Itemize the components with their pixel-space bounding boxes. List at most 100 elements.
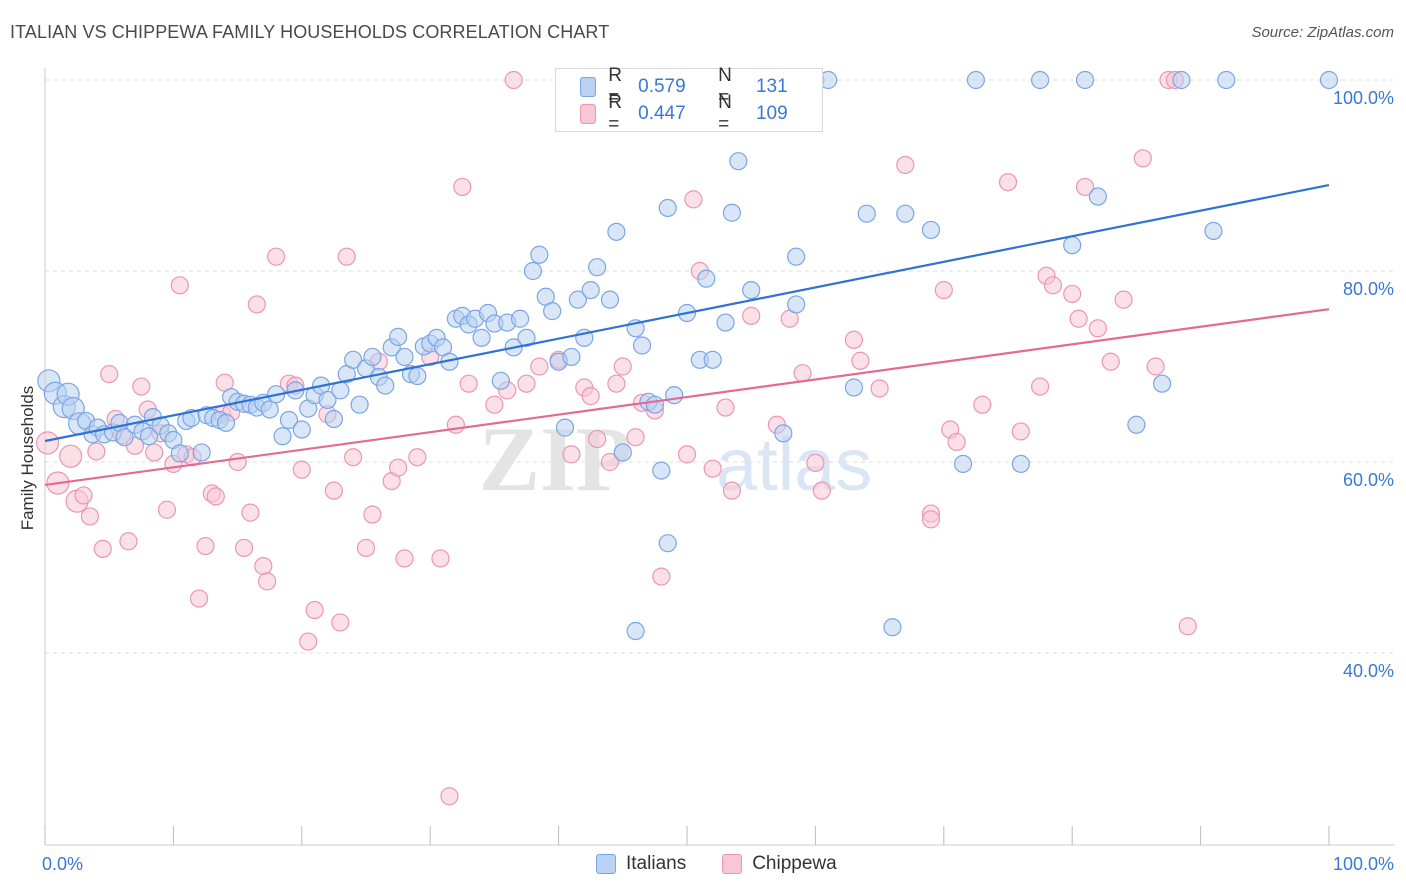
italians-point xyxy=(318,390,337,410)
italians-point xyxy=(1319,70,1339,90)
italians-point xyxy=(408,366,427,386)
x-tick-label: 0.0% xyxy=(42,854,83,874)
italians-point xyxy=(787,247,806,266)
italians-point xyxy=(472,328,491,347)
italians-point xyxy=(658,198,677,218)
italians-point xyxy=(787,295,806,314)
italians-point xyxy=(350,395,369,414)
chippewa-point xyxy=(292,460,311,479)
italians-point xyxy=(774,424,793,443)
y-axis-label: Family Households xyxy=(18,385,37,531)
italians-point xyxy=(665,386,684,405)
italians-point xyxy=(324,409,343,429)
chippewa-point xyxy=(870,379,889,398)
italians-point xyxy=(626,621,645,641)
italians-point xyxy=(363,347,382,367)
italians-point xyxy=(645,395,665,414)
chippewa-point xyxy=(613,357,632,376)
chippewa-point xyxy=(119,532,138,551)
italians-point xyxy=(652,461,671,480)
legend-row-italians: R = 0.579 N = 131 xyxy=(580,65,822,108)
n-label: N = xyxy=(718,65,732,108)
legend-item-chippewa[interactable]: Chippewa xyxy=(722,853,837,875)
chippewa-point xyxy=(851,351,870,370)
chippewa-point xyxy=(716,398,735,417)
chippewa-point xyxy=(812,481,831,500)
chippewa-point xyxy=(1133,149,1152,168)
chippewa-point xyxy=(677,445,697,464)
y-tick-label: 40.0% xyxy=(1343,661,1394,681)
italians-point xyxy=(376,376,395,395)
r-value: 0.447 xyxy=(638,103,686,124)
chippewa-point xyxy=(722,481,742,500)
r-label: R = xyxy=(608,65,622,108)
chippewa-point xyxy=(607,374,626,393)
source-label: Source: ZipAtlas.com xyxy=(1251,24,1394,41)
chippewa-point xyxy=(973,395,992,414)
chippewa-point xyxy=(408,448,427,467)
y-tick-label: 60.0% xyxy=(1343,470,1394,490)
chippewa-point xyxy=(453,177,472,197)
chippewa-point xyxy=(337,247,356,266)
italians-point xyxy=(658,534,677,553)
chippewa-point xyxy=(247,295,266,314)
italians-point xyxy=(115,428,134,447)
italians-point xyxy=(607,222,626,241)
italians-point xyxy=(600,290,620,309)
chippewa-point xyxy=(896,155,915,175)
chippewa-point xyxy=(485,395,504,414)
chippewa-point xyxy=(93,539,112,559)
italians-point xyxy=(292,420,311,439)
italians-point xyxy=(344,350,363,369)
italians-point xyxy=(395,347,414,367)
italians-point xyxy=(1030,70,1050,90)
chippewa-point xyxy=(1043,276,1063,295)
legend-item-italians[interactable]: Italians xyxy=(596,853,686,875)
chippewa-point xyxy=(1146,357,1165,376)
chippewa-point xyxy=(258,572,277,591)
italians-trend-line xyxy=(44,183,1330,443)
chippewa-point xyxy=(581,387,600,406)
chippewa-point xyxy=(59,444,83,468)
italians-swatch xyxy=(580,77,597,97)
italians-point xyxy=(883,618,902,637)
y-tick-label: 100.0% xyxy=(1333,88,1394,108)
italians-swatch xyxy=(596,854,616,874)
chippewa-point xyxy=(196,536,215,556)
chippewa-point xyxy=(145,443,164,462)
italians-point xyxy=(588,258,607,277)
chippewa-point xyxy=(703,459,722,478)
chippewa-point xyxy=(921,510,941,529)
chippewa-point xyxy=(600,452,620,472)
chippewa-point xyxy=(74,486,93,505)
chippewa-point xyxy=(626,428,645,447)
italians-point xyxy=(921,220,941,240)
italians-point xyxy=(729,152,748,171)
italians-point xyxy=(613,443,632,462)
italians-point xyxy=(1063,236,1082,255)
italians-point xyxy=(632,336,652,355)
chippewa-point xyxy=(440,787,459,806)
chippewa-point xyxy=(1088,319,1107,338)
italians-point xyxy=(192,443,211,462)
chippewa-point xyxy=(998,173,1018,192)
chippewa-swatch xyxy=(580,104,597,124)
legend-label-italians: Italians xyxy=(626,853,687,874)
chippewa-point xyxy=(228,452,247,472)
n-value: 131 xyxy=(755,76,788,97)
chippewa-point xyxy=(189,589,209,608)
chippewa-point xyxy=(793,364,812,383)
axes xyxy=(44,68,1395,846)
italians-point xyxy=(170,444,189,463)
r-label: R = xyxy=(608,92,622,135)
chippewa-point xyxy=(934,281,953,300)
gridlines xyxy=(45,79,1395,654)
chippewa-point xyxy=(331,613,350,632)
italians-point xyxy=(523,261,543,281)
chippewa-swatch xyxy=(722,854,743,874)
chippewa-point xyxy=(132,377,151,396)
italians-point xyxy=(139,427,159,446)
italians-point xyxy=(716,313,735,332)
r-value: 0.579 xyxy=(638,76,686,97)
italians-point xyxy=(1127,415,1146,434)
